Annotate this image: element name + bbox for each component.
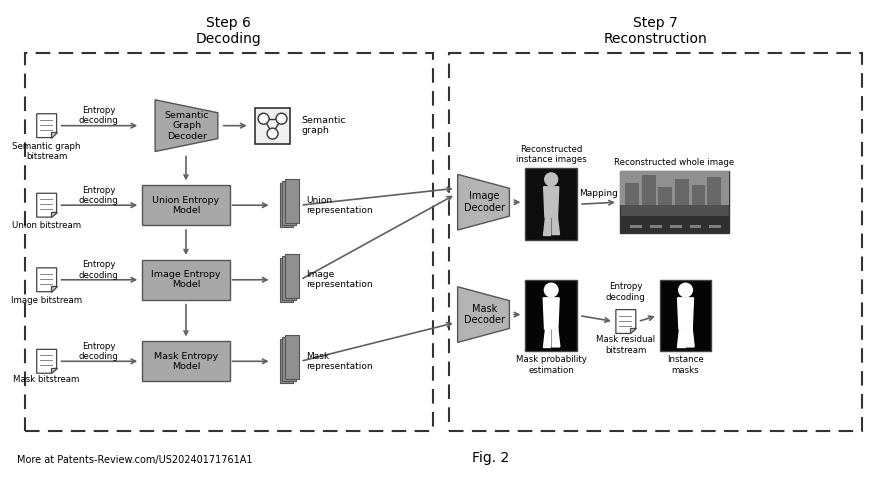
Bar [285, 254, 299, 298]
Polygon shape [544, 187, 559, 217]
Bar [709, 225, 722, 228]
Polygon shape [37, 268, 56, 292]
Polygon shape [616, 310, 635, 334]
Bar [625, 183, 639, 205]
Bar [690, 225, 701, 228]
Text: Mask residual
bitstream: Mask residual bitstream [597, 336, 656, 355]
Bar [630, 225, 642, 228]
Polygon shape [155, 100, 218, 152]
Polygon shape [51, 132, 56, 138]
Bar [660, 280, 711, 351]
Text: Reconstructed
instance images: Reconstructed instance images [516, 145, 587, 165]
Bar [642, 176, 656, 205]
Text: Semantic
Graph
Decoder: Semantic Graph Decoder [165, 111, 209, 141]
Polygon shape [37, 349, 56, 373]
Bar [282, 181, 297, 225]
Text: Instance
masks: Instance masks [667, 355, 704, 375]
Circle shape [276, 113, 287, 124]
Polygon shape [543, 217, 550, 235]
Text: Mask bitstream: Mask bitstream [13, 375, 80, 384]
Bar [620, 216, 730, 233]
Bar [282, 337, 297, 381]
Text: Step 6
Decoding: Step 6 Decoding [196, 16, 261, 46]
Circle shape [545, 173, 558, 186]
Text: Entropy
decoding: Entropy decoding [78, 186, 118, 205]
Bar [675, 180, 688, 205]
Text: Entropy
decoding: Entropy decoding [78, 106, 118, 125]
Text: Image bitstream: Image bitstream [11, 296, 82, 305]
Bar [692, 185, 706, 205]
Polygon shape [678, 298, 693, 329]
Bar [280, 339, 293, 383]
Bar [620, 171, 730, 205]
Polygon shape [51, 286, 56, 292]
Bar [282, 256, 297, 300]
Bar [670, 225, 682, 228]
Text: Union
representation: Union representation [306, 195, 373, 215]
Bar [280, 183, 293, 227]
Text: Entropy
decoding: Entropy decoding [78, 342, 118, 361]
Bar [280, 258, 293, 301]
Polygon shape [543, 298, 559, 329]
Text: Fig. 2: Fig. 2 [472, 451, 510, 465]
Polygon shape [677, 329, 685, 347]
Polygon shape [552, 217, 560, 235]
Polygon shape [458, 287, 510, 342]
Text: Image Entropy
Model: Image Entropy Model [151, 270, 221, 289]
Bar [143, 341, 230, 381]
Polygon shape [552, 329, 560, 347]
Bar [143, 185, 230, 225]
Text: Step 7
Reconstruction: Step 7 Reconstruction [604, 16, 707, 46]
Text: Mapping: Mapping [579, 189, 618, 198]
Circle shape [545, 283, 558, 297]
Text: More at Patents-Review.com/US20240171761A1: More at Patents-Review.com/US20240171761… [17, 455, 253, 465]
Text: Entropy
decoding: Entropy decoding [78, 260, 118, 279]
Text: Entropy
decoding: Entropy decoding [606, 282, 646, 301]
Bar [525, 168, 577, 240]
Circle shape [678, 283, 693, 297]
Text: Mask
Decoder: Mask Decoder [464, 304, 505, 325]
Polygon shape [458, 174, 510, 230]
Text: Union Entropy
Model: Union Entropy Model [152, 195, 219, 215]
Bar [254, 108, 290, 144]
Text: Mask probability
estimation: Mask probability estimation [516, 355, 587, 375]
Polygon shape [51, 212, 56, 217]
Polygon shape [543, 329, 550, 347]
Text: Semantic
graph: Semantic graph [302, 116, 346, 135]
Circle shape [267, 128, 278, 139]
Bar [708, 178, 722, 205]
Polygon shape [37, 114, 56, 138]
Text: Image
Decoder: Image Decoder [464, 192, 505, 213]
Bar [620, 171, 730, 233]
Polygon shape [51, 368, 56, 373]
Text: Mask
representation: Mask representation [306, 351, 373, 371]
Text: Mask Entropy
Model: Mask Entropy Model [154, 351, 218, 371]
Bar [525, 280, 577, 351]
Text: Union bitstream: Union bitstream [12, 221, 81, 230]
Bar [657, 187, 671, 205]
Circle shape [258, 113, 269, 124]
Bar [449, 53, 862, 431]
Polygon shape [686, 329, 694, 347]
Bar [25, 53, 433, 431]
Bar [143, 260, 230, 300]
Text: Image
representation: Image representation [306, 270, 373, 289]
Text: Reconstructed whole image: Reconstructed whole image [614, 158, 735, 168]
Bar [285, 336, 299, 379]
Bar [285, 180, 299, 223]
Text: Semantic graph
bitstream: Semantic graph bitstream [12, 142, 81, 161]
Bar [649, 225, 662, 228]
Polygon shape [630, 328, 635, 334]
Polygon shape [37, 193, 56, 217]
